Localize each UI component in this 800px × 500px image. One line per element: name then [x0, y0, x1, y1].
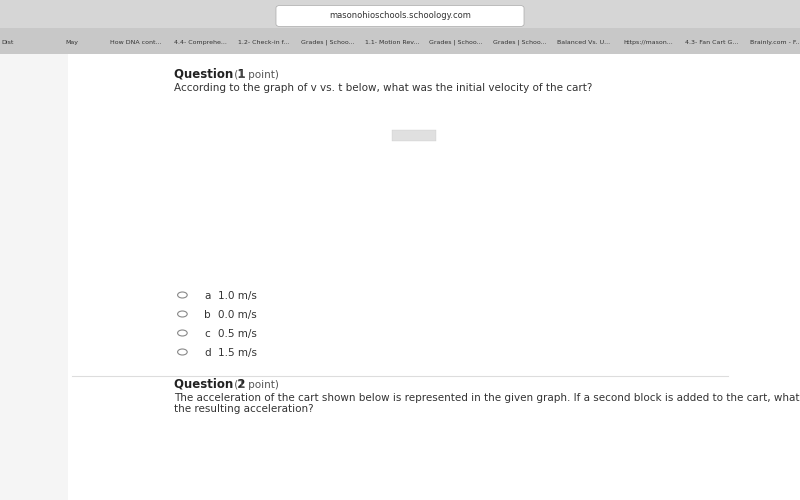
Text: 1.0 m/s: 1.0 m/s: [218, 291, 257, 301]
Text: 1.2- Check-in f...: 1.2- Check-in f...: [238, 40, 290, 45]
Text: Balanced Vs. U...: Balanced Vs. U...: [558, 40, 610, 45]
Text: Dist: Dist: [2, 40, 14, 45]
Text: May: May: [66, 40, 78, 45]
Text: v (m/s): v (m/s): [186, 103, 224, 113]
Text: b: b: [204, 310, 210, 320]
Text: 4.4- Comprehe...: 4.4- Comprehe...: [174, 40, 226, 45]
Text: Brainly.com - F...: Brainly.com - F...: [750, 40, 800, 45]
Text: c: c: [204, 329, 210, 339]
Text: 1.1- Motion Rev...: 1.1- Motion Rev...: [365, 40, 419, 45]
Text: 6: 6: [170, 102, 175, 111]
Text: (1 point): (1 point): [231, 380, 279, 390]
Text: t (s): t (s): [335, 174, 358, 184]
Text: Grades | Schoo...: Grades | Schoo...: [429, 40, 483, 46]
Text: The acceleration of the cart shown below is represented in the given graph. If a: The acceleration of the cart shown below…: [174, 393, 800, 403]
Text: According to the graph of v vs. t below, what was the initial velocity of the ca: According to the graph of v vs. t below,…: [174, 83, 592, 93]
Text: How DNA cont...: How DNA cont...: [110, 40, 162, 45]
Text: 0.5 m/s: 0.5 m/s: [218, 329, 257, 339]
Text: a: a: [204, 291, 210, 301]
Text: Grades | Schoo...: Grades | Schoo...: [493, 40, 547, 46]
Text: Question 2: Question 2: [174, 378, 245, 390]
Text: Grades | Schoo...: Grades | Schoo...: [301, 40, 355, 46]
Text: d: d: [204, 348, 210, 358]
Text: 4.3- Fan Cart G...: 4.3- Fan Cart G...: [686, 40, 738, 45]
Text: 1.5 m/s: 1.5 m/s: [218, 348, 257, 358]
Text: Question 1: Question 1: [174, 68, 245, 80]
Text: (1 point): (1 point): [231, 70, 279, 80]
Text: https://mason...: https://mason...: [623, 40, 673, 45]
Text: masonohioschools.schoology.com: masonohioschools.schoology.com: [329, 11, 471, 20]
Text: the resulting acceleration?: the resulting acceleration?: [174, 404, 314, 414]
Text: 0.0 m/s: 0.0 m/s: [218, 310, 256, 320]
